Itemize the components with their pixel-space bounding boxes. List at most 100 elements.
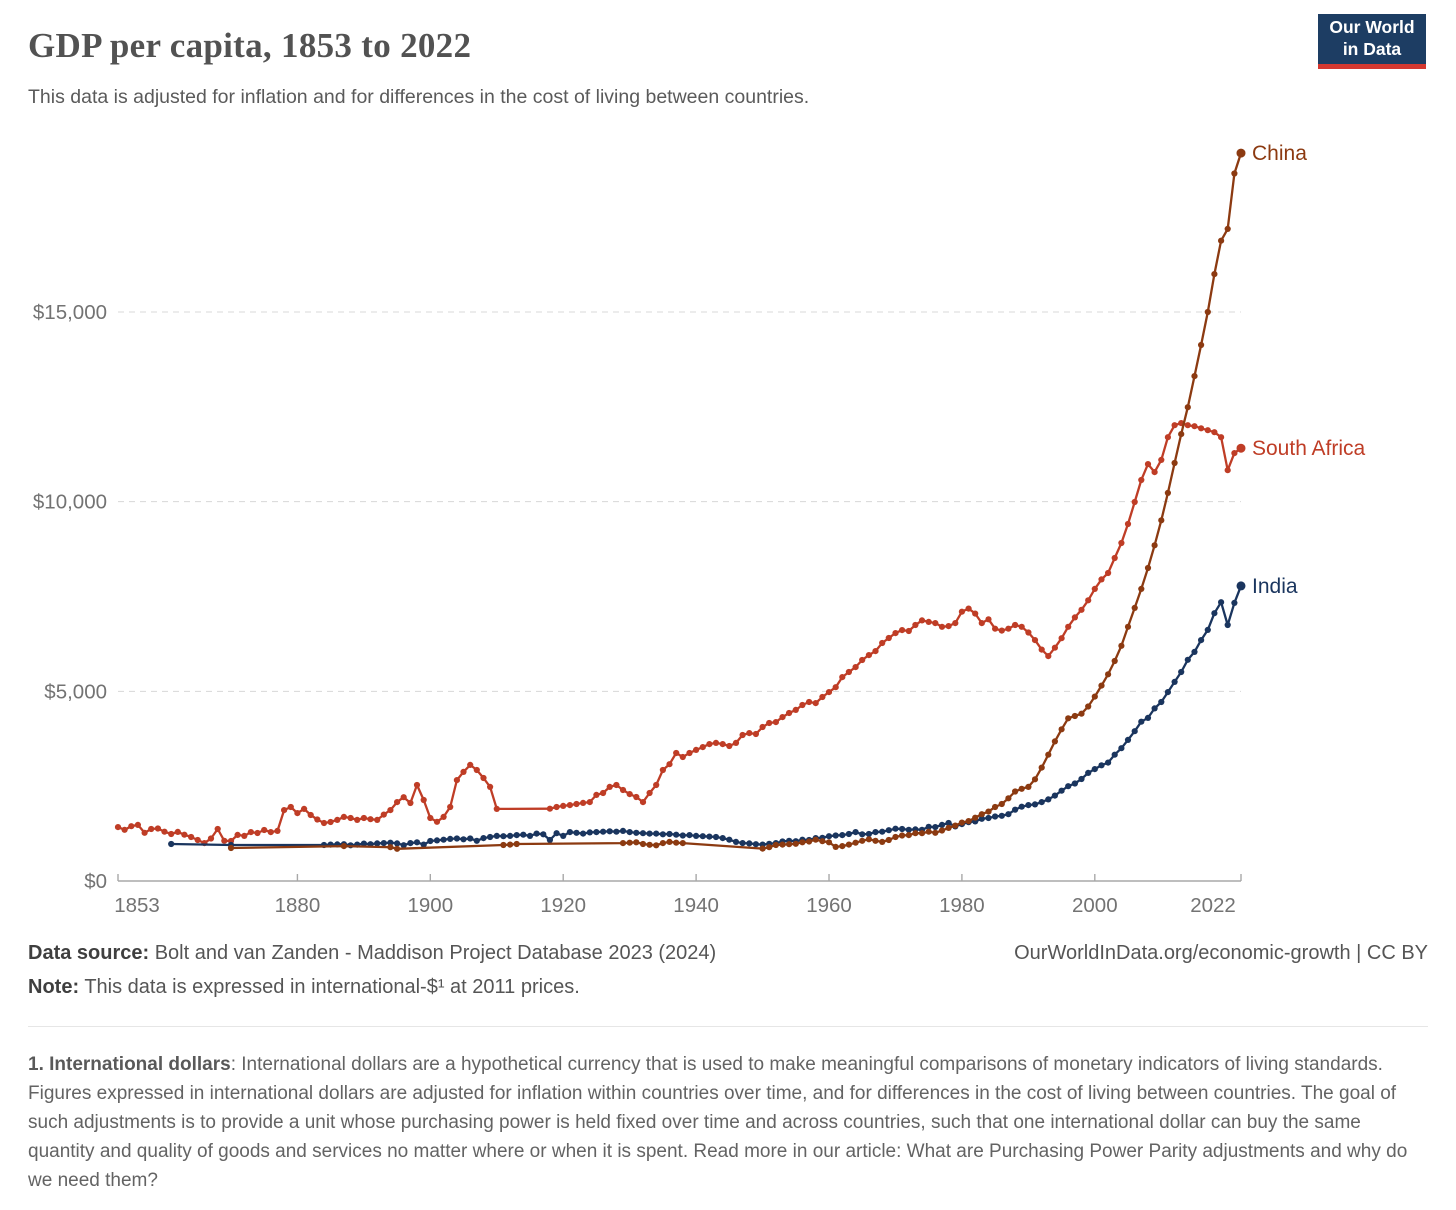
data-point [314,816,321,823]
data-point [320,819,328,827]
series-label-india[interactable]: India [1252,575,1298,598]
data-point [998,812,1005,819]
data-point [1191,423,1198,430]
data-point [1191,648,1198,656]
data-point [852,829,859,836]
data-point [340,843,347,850]
data-point [925,823,932,830]
x-axis-label: 1880 [275,894,321,917]
data-point [493,805,500,813]
data-point [666,761,673,768]
series-india[interactable]: India [168,575,1298,849]
series-china[interactable]: China [227,142,1307,852]
data-point [992,625,999,632]
data-point [985,616,992,623]
data-point [606,783,613,791]
data-point [1065,783,1072,790]
data-point [453,835,460,842]
data-point [1078,775,1085,783]
data-point [1231,599,1238,607]
data-point [480,835,487,842]
data-point [1071,614,1078,621]
data-point [114,824,122,831]
series-south-africa[interactable]: South Africa [114,420,1366,847]
series-label-south-africa[interactable]: South Africa [1252,437,1366,460]
data-point [467,761,474,769]
data-point [1045,796,1052,803]
data-point [267,829,274,836]
data-point [327,818,334,826]
data-point [693,746,700,754]
data-point [746,730,753,737]
data-point [1065,623,1072,630]
data-point [134,821,141,829]
data-point [1091,766,1098,773]
data-point [168,840,175,848]
data-point [905,826,912,833]
data-point [380,811,387,818]
data-point [1218,434,1225,441]
data-point [1224,467,1231,474]
data-point [360,840,367,847]
data-point [407,799,414,807]
data-point [659,840,667,847]
data-point [892,630,899,637]
data-point [819,838,826,845]
logo-red-underline [1318,64,1426,69]
data-point [1038,646,1045,653]
data-point [1198,341,1205,349]
data-point [659,831,667,838]
data-point [580,830,587,837]
data-point [207,835,215,842]
data-point [912,830,919,837]
data-point [573,829,580,836]
data-point [998,800,1005,808]
data-point [1158,456,1165,463]
data-point [812,700,819,707]
data-point [546,836,554,844]
data-point [1151,542,1158,549]
data-point [832,684,839,691]
data-point [865,836,873,843]
data-point [679,840,686,847]
attribution-link[interactable]: OurWorldInData.org/economic-growth | CC … [1014,942,1428,964]
data-point [1191,373,1198,380]
data-point [633,829,640,836]
data-point [374,840,381,847]
data-point [686,749,693,757]
data-point [1058,787,1065,794]
data-point [1031,776,1039,783]
data-point [786,709,793,717]
data-point [626,791,633,798]
data-point [892,833,899,841]
owid-logo[interactable]: Our World in Data [1318,14,1426,69]
data-point [653,781,660,789]
data-point [653,842,660,849]
data-point [699,744,706,751]
data-point [865,830,873,838]
data-point [812,836,819,843]
data-point [746,840,753,847]
data-point [1144,461,1152,468]
data-point [287,803,294,811]
data-point [1218,599,1225,606]
data-point [885,827,892,834]
y-axis-label: $5,000 [44,680,107,703]
data-point [507,841,514,848]
data-point [560,802,567,810]
data-point [972,814,979,821]
data-point [626,829,633,836]
data-point [513,840,520,848]
data-point [566,802,574,809]
data-point [872,648,879,655]
data-point [394,840,401,847]
data-point [859,656,866,664]
data-point [879,838,886,846]
data-point [832,843,839,851]
series-label-china[interactable]: China [1252,142,1307,165]
data-point [799,839,806,846]
data-point [918,617,926,624]
data-point [1051,644,1058,651]
data-point [945,623,952,630]
